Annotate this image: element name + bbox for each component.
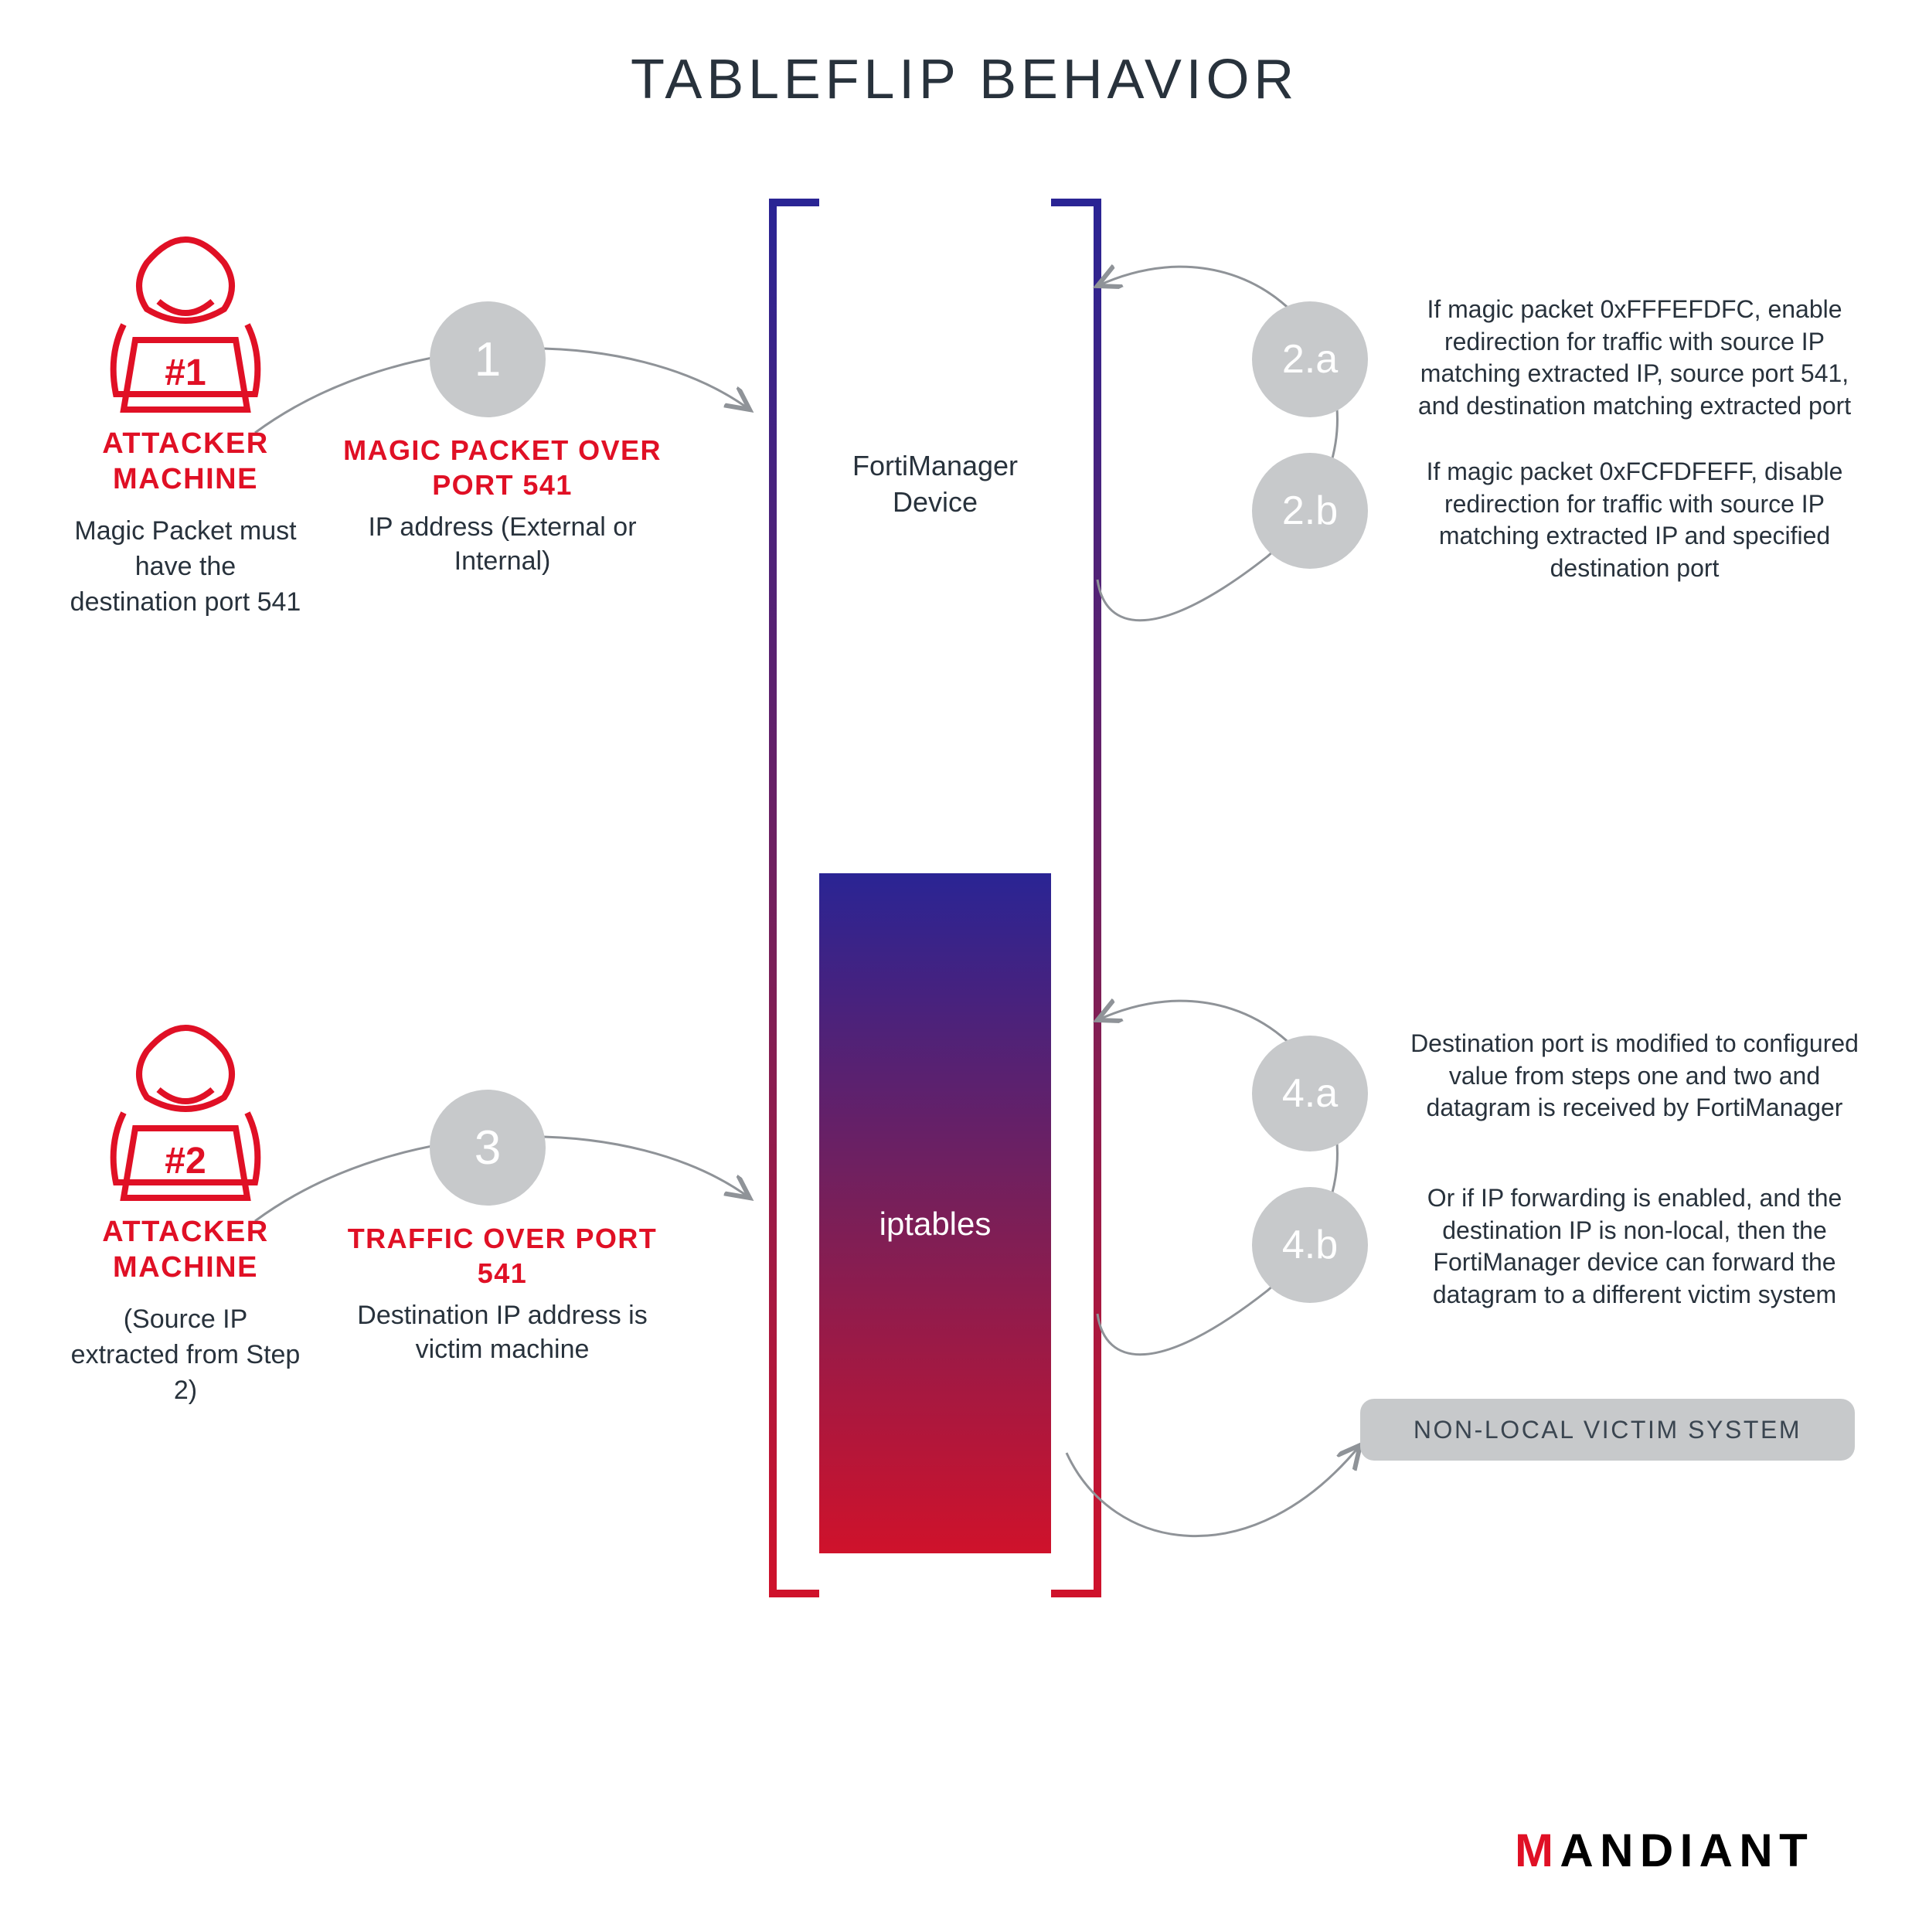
- attacker-1-label: ATTACKER MACHINE: [70, 427, 301, 497]
- victim-system-box: NON-LOCAL VICTIM SYSTEM: [1360, 1399, 1855, 1461]
- device-label: FortiManager Device: [835, 448, 1036, 521]
- step-2a-badge: 2.a: [1252, 301, 1368, 417]
- step-2a-text: If magic packet 0xFFFEFDFC, enable redir…: [1399, 294, 1870, 422]
- attacker-1-icon: #1: [93, 216, 278, 417]
- step-4b-text: Or if IP forwarding is enabled, and the …: [1399, 1182, 1870, 1311]
- step-3-title: TRAFFIC OVER PORT 541: [340, 1221, 665, 1291]
- step-4b-badge: 4.b: [1252, 1187, 1368, 1303]
- step-4a-badge: 4.a: [1252, 1036, 1368, 1151]
- step-4a-text: Destination port is modified to configur…: [1399, 1028, 1870, 1124]
- attacker-2-sub: (Source IP extracted from Step 2): [70, 1302, 301, 1409]
- svg-text:#2: #2: [165, 1141, 206, 1182]
- bracket-left: [773, 202, 819, 1594]
- brand-rest: ANDIANT: [1560, 1825, 1814, 1876]
- step-2b-badge: 2.b: [1252, 453, 1368, 569]
- attacker-2-icon: #2: [93, 1005, 278, 1206]
- svg-text:#1: #1: [165, 352, 206, 393]
- step-2b-text: If magic packet 0xFCFDFEFF, disable redi…: [1399, 456, 1870, 584]
- step-3-sub: Destination IP address is victim machine: [340, 1298, 665, 1366]
- brand-logo: MANDIANT: [1515, 1824, 1814, 1877]
- iptables-label: iptables: [819, 1206, 1051, 1243]
- bracket-right: [1051, 202, 1097, 1594]
- arrow-victim: [1067, 1445, 1360, 1536]
- attacker-2: #2 ATTACKER MACHINE (Source IP extracted…: [70, 1005, 301, 1409]
- attacker-1: #1 ATTACKER MACHINE Magic Packet must ha…: [70, 216, 301, 621]
- brand-m: M: [1515, 1825, 1560, 1876]
- attacker-1-sub: Magic Packet must have the destination p…: [70, 514, 301, 621]
- step-1-title: MAGIC PACKET OVER PORT 541: [340, 433, 665, 502]
- step-3-badge: 3: [430, 1090, 546, 1206]
- diagram-canvas: TABLEFLIP BEHAVIOR: [0, 0, 1929, 1932]
- step-1-badge: 1: [430, 301, 546, 417]
- step-1-sub: IP address (External or Internal): [340, 510, 665, 578]
- attacker-2-label: ATTACKER MACHINE: [70, 1215, 301, 1285]
